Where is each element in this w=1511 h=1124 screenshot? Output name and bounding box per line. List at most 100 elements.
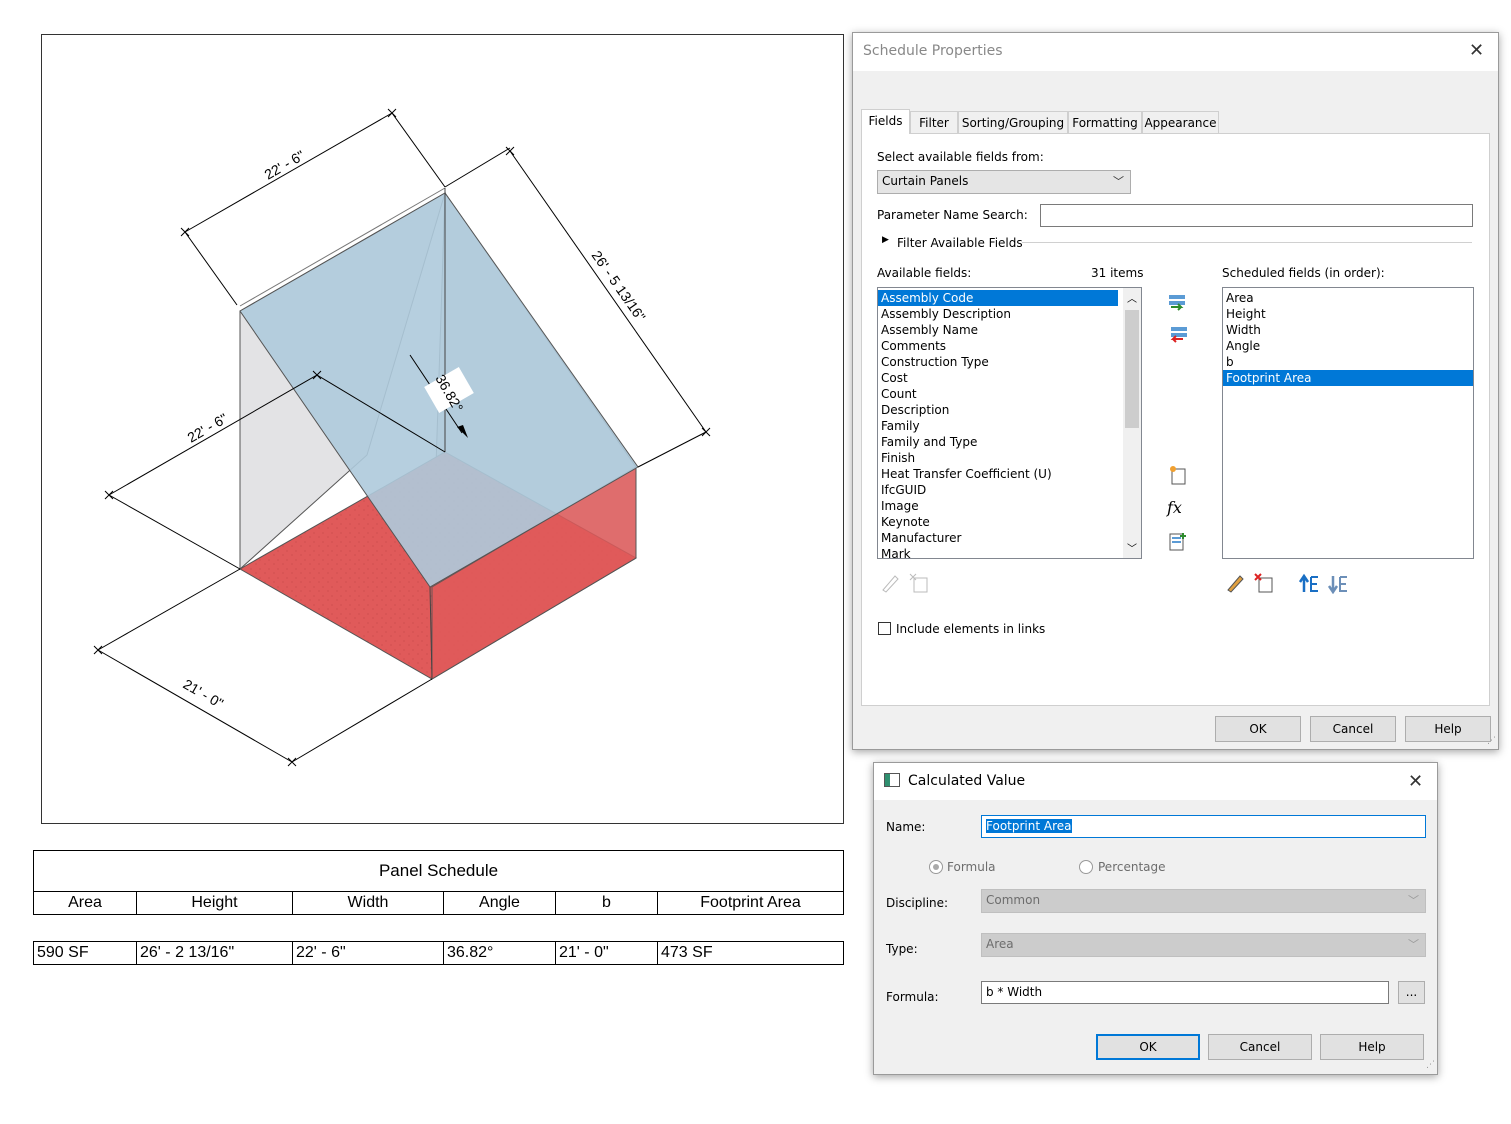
fields-source-select[interactable]: Curtain Panels ﹀ xyxy=(877,170,1131,194)
list-item[interactable]: Assembly Description xyxy=(881,307,1011,321)
type-select[interactable]: Area ﹀ xyxy=(981,933,1426,957)
3d-view[interactable]: 22' - 6" 26' - 5 13/16" 22' - 6" 21' - 0… xyxy=(41,34,844,824)
list-item[interactable]: Mark xyxy=(881,547,911,559)
schedule-cell: 473 SF xyxy=(657,941,844,965)
list-item[interactable]: Keynote xyxy=(881,515,930,529)
schedule-header-cell: b xyxy=(555,891,658,915)
combine-parameters-icon[interactable] xyxy=(1167,530,1189,552)
list-item[interactable]: b xyxy=(1226,355,1234,369)
close-icon[interactable]: ✕ xyxy=(1469,40,1485,61)
dialog-titlebar[interactable]: Schedule Properties ✕ xyxy=(853,33,1498,71)
tab-appearance[interactable]: Appearance xyxy=(1142,111,1219,133)
schedule-cell: 36.82° xyxy=(443,941,556,965)
scheduled-fields-list[interactable]: Area Height Width Angle b Footprint Area xyxy=(1222,287,1474,559)
filter-available-fields-label[interactable]: Filter Available Fields xyxy=(897,236,1023,250)
list-item[interactable]: Image xyxy=(881,499,919,513)
tab-filter[interactable]: Filter xyxy=(910,111,958,133)
list-item[interactable]: Width xyxy=(1226,323,1261,337)
edit-scheduled-icon[interactable] xyxy=(1224,572,1246,594)
formula-browse-button[interactable]: ... xyxy=(1398,981,1425,1004)
tab-label: Filter xyxy=(919,116,949,130)
calculated-value-icon[interactable]: 𝑓x xyxy=(1167,498,1182,517)
list-item[interactable]: Height xyxy=(1226,307,1266,321)
cancel-button[interactable]: Cancel xyxy=(1208,1034,1312,1060)
cancel-button[interactable]: Cancel xyxy=(1310,716,1396,742)
dialog-title: Schedule Properties xyxy=(863,43,1003,59)
move-down-icon[interactable] xyxy=(1327,572,1349,595)
schedule-properties-dialog: Schedule Properties ✕ Fields Filter Sort… xyxy=(852,32,1499,750)
dim-top-width: 22' - 6" xyxy=(262,147,308,183)
ok-button[interactable]: OK xyxy=(1215,716,1301,742)
list-item[interactable]: Comments xyxy=(881,339,947,353)
move-up-icon[interactable] xyxy=(1298,572,1320,594)
list-item[interactable]: Finish xyxy=(881,451,916,465)
resize-grip-icon[interactable]: ⋰ xyxy=(1487,736,1496,746)
formula-radio-label: Formula xyxy=(947,860,996,874)
dialog-app-icon xyxy=(884,773,900,787)
tab-formatting[interactable]: Formatting xyxy=(1068,111,1142,133)
tab-label: Appearance xyxy=(1144,116,1217,130)
scroll-thumb[interactable] xyxy=(1125,310,1139,428)
list-item[interactable]: Assembly Name xyxy=(881,323,979,337)
delete-scheduled-icon[interactable] xyxy=(1253,572,1275,594)
tab-sorting-grouping[interactable]: Sorting/Grouping xyxy=(958,111,1068,133)
ok-button[interactable]: OK xyxy=(1096,1034,1200,1060)
remove-field-icon[interactable] xyxy=(1167,324,1189,346)
dim-side-width: 22' - 6" xyxy=(185,410,231,446)
list-item[interactable]: Heat Transfer Coefficient (U) xyxy=(881,467,1052,481)
scroll-up-icon[interactable]: ︿ xyxy=(1127,294,1137,305)
formula-label: Formula: xyxy=(886,990,939,1004)
scroll-down-icon[interactable]: ﹀ xyxy=(1127,544,1137,555)
schedule-cell: 22' - 6" xyxy=(292,941,444,965)
panel-model-drawing: 22' - 6" 26' - 5 13/16" 22' - 6" 21' - 0… xyxy=(93,108,711,767)
resize-grip-icon[interactable]: ⋰ xyxy=(1426,1060,1435,1070)
list-item[interactable]: Manufacturer xyxy=(881,531,962,545)
percentage-radio[interactable] xyxy=(1079,860,1093,874)
add-field-icon[interactable] xyxy=(1167,292,1189,314)
tab-label: Sorting/Grouping xyxy=(961,116,1065,130)
filter-expander-icon[interactable]: ▶ xyxy=(882,235,889,245)
list-item[interactable]: Area xyxy=(1226,291,1254,305)
list-item[interactable]: Angle xyxy=(1226,339,1261,353)
formula-input[interactable]: b * Width xyxy=(981,981,1389,1004)
select-value: Curtain Panels xyxy=(882,174,969,188)
include-links-checkbox[interactable] xyxy=(878,622,891,635)
chevron-down-icon: ﹀ xyxy=(1408,894,1419,907)
list-item[interactable]: IfcGUID xyxy=(881,483,927,497)
tab-label: Fields xyxy=(868,114,903,128)
list-item[interactable]: Family xyxy=(881,419,920,433)
name-input[interactable]: Footprint Area xyxy=(981,815,1426,838)
available-scrollbar[interactable]: ︿ ﹀ xyxy=(1123,288,1141,558)
fields-tab-panel: Select available fields from: Curtain Pa… xyxy=(861,133,1490,706)
panel-schedule-header: Panel Schedule Area Height Width Angle b… xyxy=(33,850,844,915)
list-item[interactable]: Construction Type xyxy=(881,355,989,369)
divider xyxy=(1022,242,1472,243)
list-item[interactable]: Footprint Area xyxy=(1223,370,1473,386)
tab-label: Formatting xyxy=(1072,116,1138,130)
list-item[interactable]: Family and Type xyxy=(881,435,978,449)
list-item[interactable]: Cost xyxy=(881,371,908,385)
help-button[interactable]: Help xyxy=(1320,1034,1424,1060)
chevron-down-icon: ﹀ xyxy=(1408,938,1419,951)
delete-parameter-icon xyxy=(908,572,930,594)
list-item[interactable]: Count xyxy=(881,387,917,401)
discipline-select[interactable]: Common ﹀ xyxy=(981,889,1426,913)
include-links-label: Include elements in links xyxy=(896,622,1046,636)
close-icon[interactable]: ✕ xyxy=(1408,771,1424,792)
help-button[interactable]: Help xyxy=(1405,716,1491,742)
list-item[interactable]: Description xyxy=(881,403,950,417)
dialog-titlebar[interactable]: Calculated Value ✕ xyxy=(874,763,1437,800)
schedule-header-cell: Area xyxy=(33,891,137,915)
schedule-cell: 26' - 2 13/16" xyxy=(136,941,293,965)
available-fields-label: Available fields: xyxy=(877,266,972,280)
parameter-search-input[interactable] xyxy=(1040,204,1473,227)
type-label: Type: xyxy=(886,942,918,956)
edit-parameter-icon xyxy=(879,572,901,594)
new-parameter-icon[interactable] xyxy=(1167,464,1189,486)
formula-radio[interactable] xyxy=(929,860,943,874)
select-fields-from-label: Select available fields from: xyxy=(877,150,1044,164)
tab-fields[interactable]: Fields xyxy=(861,109,910,134)
available-fields-list[interactable]: Assembly Code Assembly Description Assem… xyxy=(877,287,1142,559)
list-item[interactable]: Assembly Code xyxy=(878,290,1118,306)
name-value: Footprint Area xyxy=(986,819,1072,833)
